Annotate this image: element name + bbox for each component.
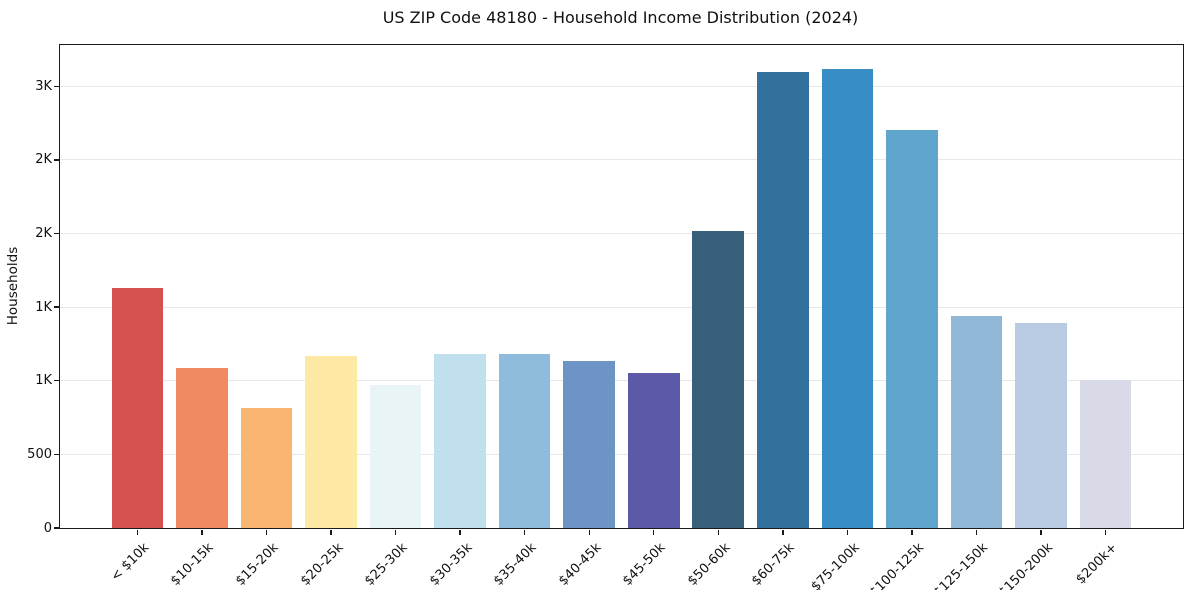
y-tick-label: 1K — [35, 373, 52, 389]
plot-area: 0 500 1K 1K 2K 2K 3K < $10k $10-15k $15-20k $20-25… — [27, 44, 1184, 590]
bar-$100-125k — [886, 130, 938, 528]
y-axis-label: Households — [5, 246, 21, 326]
y-tick-label: 0 — [43, 520, 52, 536]
x-axis-tick — [846, 529, 849, 535]
gridline — [60, 306, 1183, 308]
x-tick-label: $15-20k — [232, 540, 282, 589]
bar-$40-45k — [563, 360, 616, 528]
x-tick-label: $100-125k — [866, 540, 927, 590]
bar-$15-20k — [240, 407, 293, 528]
x-tick-label: $75-100k — [807, 540, 863, 590]
x-axis-tick — [330, 529, 332, 535]
gridline — [60, 453, 1183, 455]
x-axis-tick — [653, 529, 655, 535]
x-tick-label: $45-50k — [620, 540, 669, 589]
y-axis-tick — [53, 380, 59, 382]
y-tick-label: 1K — [35, 299, 52, 315]
gridline — [60, 232, 1183, 234]
x-axis-tick — [265, 529, 268, 535]
bar-$25-30k — [369, 385, 422, 528]
y-axis-tick — [53, 453, 59, 456]
gridline — [60, 85, 1183, 87]
bar-$150-200k — [1015, 323, 1067, 528]
gridline — [60, 159, 1183, 161]
y-tick-label: 2K — [35, 152, 52, 168]
x-tick-label: $25-30k — [362, 540, 411, 589]
x-tick-label: $20-25k — [297, 540, 346, 589]
x-axis-tick — [911, 529, 913, 535]
x-tick-label: $125-150k — [931, 540, 992, 590]
x-tick-label: $60-75k — [749, 540, 798, 589]
bar-$20-25k — [305, 356, 357, 528]
y-axis-tick — [53, 306, 59, 308]
y-axis-tick — [53, 527, 59, 529]
bar-$35-40k — [498, 353, 551, 528]
y-axis-tick — [53, 159, 59, 161]
x-axis-tick — [782, 529, 784, 535]
bar-< $10k — [111, 287, 164, 528]
y-tick-label: 3K — [35, 78, 52, 94]
x-tick-label: $10-15k — [168, 540, 217, 589]
x-axis-tick — [975, 529, 978, 535]
x-axis-tick — [459, 529, 461, 535]
y-tick-label: 2K — [35, 225, 52, 241]
x-tick-label: $30-35k — [426, 540, 476, 589]
x-tick-label: $50-60k — [684, 540, 734, 589]
x-axis-tick — [717, 529, 719, 535]
x-tick-label: $35-40k — [491, 540, 540, 589]
x-axis-tick — [523, 529, 526, 535]
x-axis-tick — [394, 529, 397, 535]
bar-$75-100k — [821, 68, 874, 528]
x-axis-tick — [201, 529, 203, 535]
x-axis-tick — [1104, 529, 1107, 535]
bar-$200k+ — [1079, 380, 1132, 528]
x-tick-label: $40-45k — [555, 540, 605, 589]
bar-$45-50k — [627, 373, 680, 528]
y-axis-tick — [53, 232, 59, 235]
x-axis-tick — [588, 529, 590, 535]
x-axis-tick — [1040, 529, 1042, 535]
bar-$30-35k — [434, 353, 486, 528]
gridline — [60, 380, 1183, 382]
x-tick-label: $200k+ — [1073, 540, 1121, 588]
bar-$60-75k — [757, 72, 809, 528]
bar-$125-150k — [950, 315, 1003, 528]
bar-$10-15k — [176, 368, 228, 528]
y-axis-tick — [53, 85, 59, 87]
x-tick-label: < $10k — [108, 540, 153, 585]
bar-$50-60k — [692, 230, 745, 528]
x-axis-tick — [136, 529, 139, 535]
chart-title: US ZIP Code 48180 - Household Income Dis… — [382, 8, 859, 27]
y-tick-label: 500 — [27, 446, 52, 462]
x-tick-label: $150-200k — [995, 540, 1056, 590]
